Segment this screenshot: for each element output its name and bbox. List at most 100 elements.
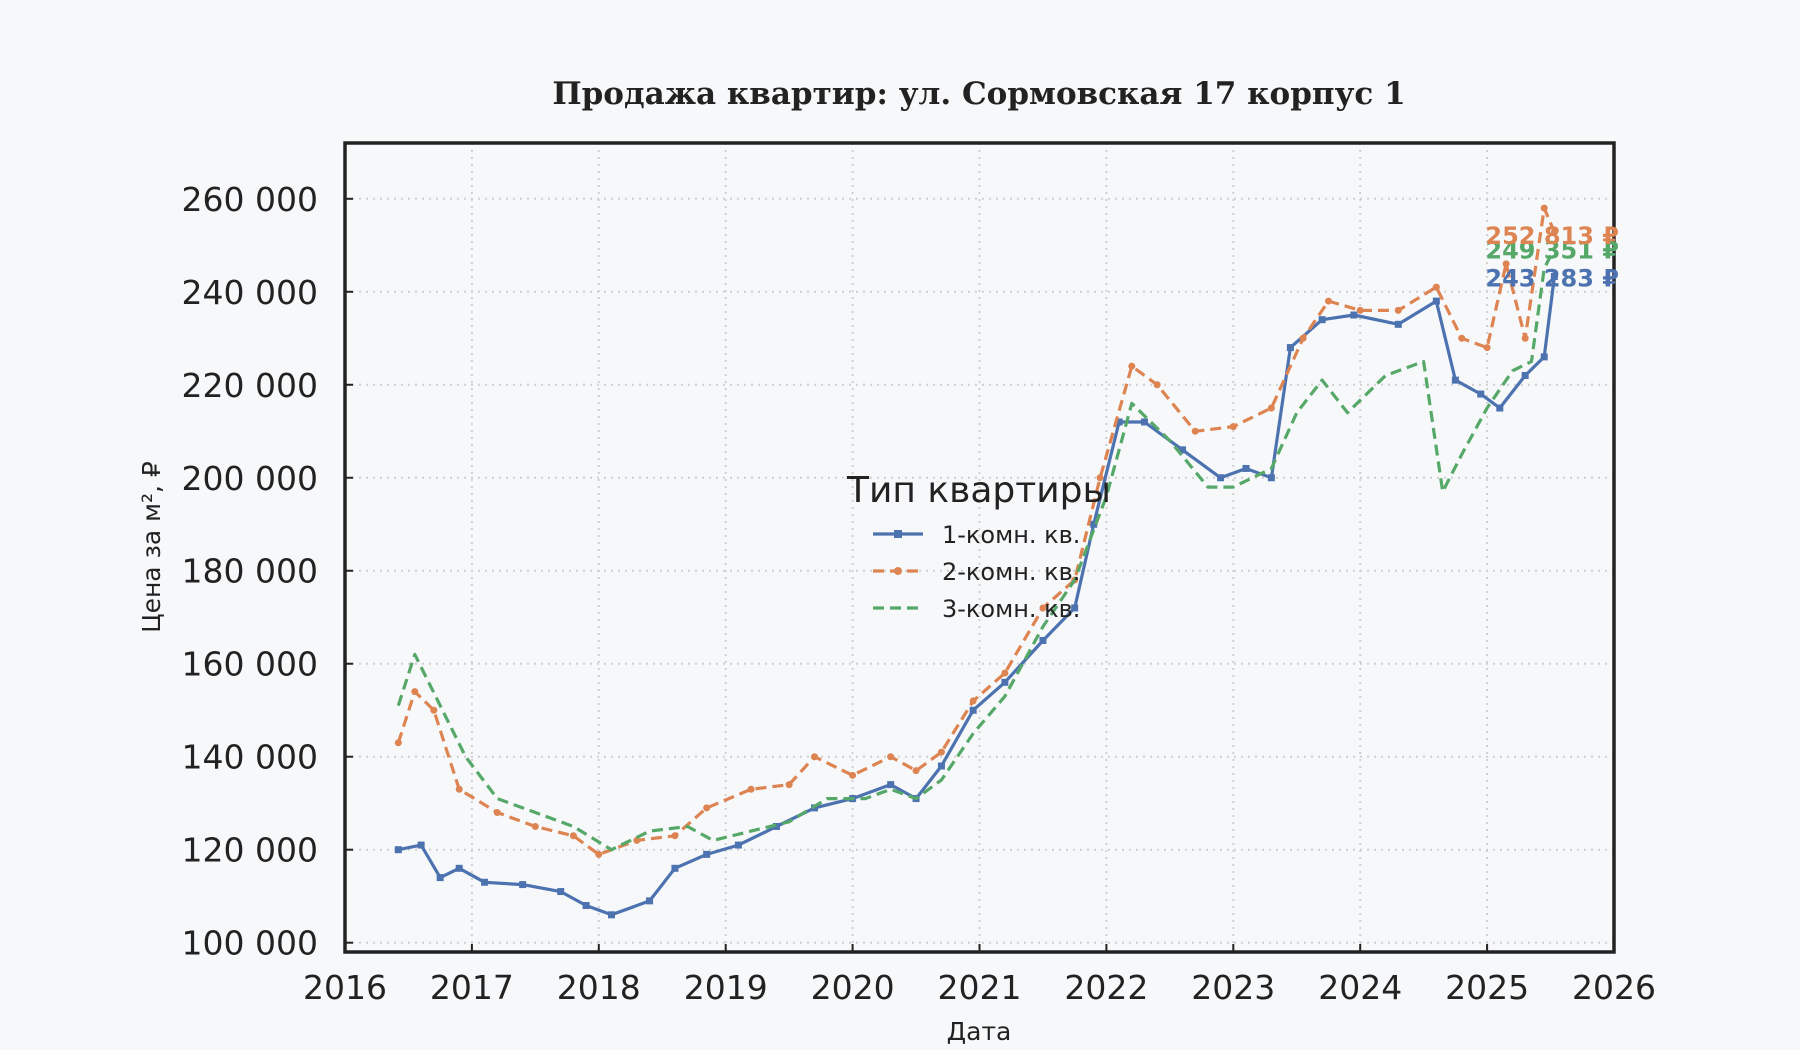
x-tick-label: 2020 xyxy=(811,968,895,1007)
data-point xyxy=(1191,427,1199,435)
data-point xyxy=(1001,669,1009,677)
data-point xyxy=(519,881,527,889)
series-layer xyxy=(394,204,1558,919)
data-point xyxy=(455,864,463,872)
x-axis-ticks: 2016 2017 2018 2019 2020 2021 2022 2023 2024 2025… xyxy=(303,944,1656,1007)
series-end-label: 243 283 ₽ xyxy=(1485,265,1619,293)
data-point xyxy=(887,753,895,761)
data-point xyxy=(1550,228,1558,236)
series-end-label: 252 813 ₽ xyxy=(1485,222,1619,250)
y-tick-label: 160 000 xyxy=(182,645,318,684)
x-tick-label: 2018 xyxy=(557,968,641,1007)
data-point xyxy=(1496,404,1504,412)
end-labels: 249 351 ₽252 813 ₽ 243 283 ₽ xyxy=(1485,222,1619,292)
data-point xyxy=(937,762,945,770)
y-tick-label: 180 000 xyxy=(182,552,318,591)
data-point xyxy=(1521,334,1529,342)
data-point xyxy=(1039,604,1047,612)
data-point xyxy=(1350,311,1358,319)
x-tick-label: 2022 xyxy=(1064,968,1148,1007)
data-point xyxy=(1071,604,1079,612)
legend-marker xyxy=(894,530,902,538)
data-point xyxy=(1115,418,1123,426)
data-point xyxy=(1001,678,1009,686)
data-point xyxy=(1128,362,1136,370)
data-point xyxy=(1229,423,1237,431)
data-point xyxy=(1217,474,1225,482)
data-point xyxy=(703,804,711,812)
data-point xyxy=(1451,376,1459,384)
data-point xyxy=(1521,371,1529,379)
chart-title: Продажа квартир: ул. Сормовская 17 корпу… xyxy=(552,76,1405,112)
data-point xyxy=(394,739,402,747)
y-tick-label: 100 000 xyxy=(182,924,318,963)
y-axis-ticks: 100 000 120 000 140 000 160 000 180 000 200 0… xyxy=(182,180,353,963)
data-point xyxy=(1096,474,1104,482)
data-point xyxy=(595,850,603,858)
legend: Тип квартиры 1-комн. кв. 2-комн. кв. 3-ком… xyxy=(846,470,1111,623)
data-point xyxy=(734,841,742,849)
data-point xyxy=(417,841,425,849)
data-point xyxy=(1356,306,1364,314)
data-point xyxy=(1432,297,1440,305)
data-point xyxy=(394,846,402,854)
y-tick-label: 120 000 xyxy=(182,831,318,870)
data-point xyxy=(582,902,590,910)
data-point xyxy=(1483,344,1491,352)
data-point xyxy=(569,832,577,840)
data-point xyxy=(1540,204,1548,212)
data-point xyxy=(430,706,438,714)
data-point xyxy=(481,878,489,886)
legend-label: 1-комн. кв. xyxy=(942,521,1080,549)
data-point xyxy=(1458,334,1466,342)
data-point xyxy=(1432,283,1440,291)
data-point xyxy=(1140,418,1148,426)
data-point xyxy=(785,781,793,789)
data-point xyxy=(747,785,755,793)
x-tick-label: 2019 xyxy=(684,968,768,1007)
data-point xyxy=(1286,344,1294,352)
y-tick-label: 240 000 xyxy=(182,273,318,312)
data-point xyxy=(1394,320,1402,328)
x-tick-label: 2017 xyxy=(430,968,514,1007)
data-point xyxy=(811,753,819,761)
x-tick-label: 2024 xyxy=(1318,968,1402,1007)
data-point xyxy=(411,688,419,696)
y-tick-label: 220 000 xyxy=(182,366,318,405)
data-point xyxy=(633,836,641,844)
y-tick-label: 140 000 xyxy=(182,738,318,777)
x-tick-label: 2023 xyxy=(1191,968,1275,1007)
data-point xyxy=(1039,636,1047,644)
legend-label: 2-комн. кв. xyxy=(942,558,1080,586)
data-point xyxy=(646,897,654,905)
data-point xyxy=(1477,390,1485,398)
data-point xyxy=(937,748,945,756)
data-point xyxy=(493,809,501,817)
x-axis-label: Дата xyxy=(947,1017,1012,1046)
data-point xyxy=(1324,297,1332,305)
data-point xyxy=(455,785,463,793)
data-point xyxy=(1502,260,1510,268)
data-point xyxy=(1090,520,1098,528)
data-point xyxy=(1242,464,1250,472)
data-point xyxy=(557,888,565,896)
data-point xyxy=(969,706,977,714)
data-point xyxy=(671,864,679,872)
data-point xyxy=(912,767,920,775)
y-tick-label: 260 000 xyxy=(182,180,318,219)
data-point xyxy=(1299,334,1307,342)
data-point xyxy=(1550,273,1558,281)
plot-frame xyxy=(343,141,1616,954)
series-end-label: 249 351 ₽ xyxy=(1485,236,1619,264)
y-axis-label: Цена за м², ₽ xyxy=(137,461,166,633)
legend-marker xyxy=(894,567,902,575)
data-point xyxy=(436,874,444,882)
x-tick-label: 2026 xyxy=(1572,968,1656,1007)
data-point xyxy=(849,771,857,779)
series-line-3 xyxy=(396,247,1556,852)
data-point xyxy=(607,911,615,919)
data-point xyxy=(1179,446,1187,454)
data-point xyxy=(1267,474,1275,482)
legend-title: Тип квартиры xyxy=(846,470,1111,511)
